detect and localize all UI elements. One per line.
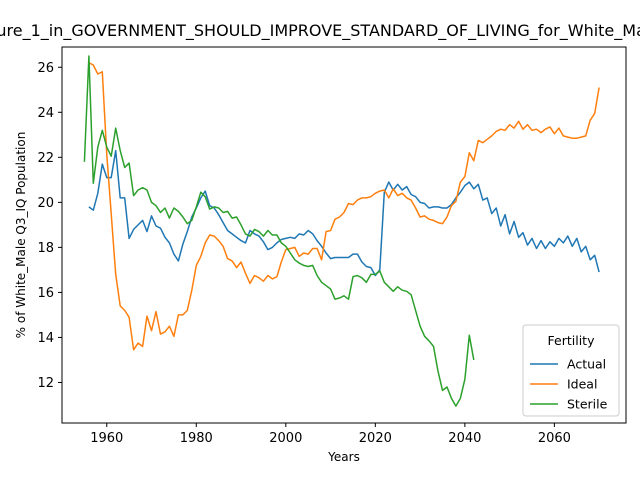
y-tick-label: 22 — [37, 151, 54, 166]
x-tick-label: 1960 — [90, 431, 123, 446]
plot-area-frame — [61, 46, 627, 424]
x-tick-label: 2000 — [269, 431, 302, 446]
legend-label-ideal: Ideal — [567, 377, 597, 392]
legend-box — [522, 324, 620, 417]
series-line-actual — [88, 149, 600, 277]
x-axis-label: Years — [327, 450, 360, 464]
chart-title: Figure_1_in_GOVERNMENT_SHOULD_IMPROVE_ST… — [0, 21, 640, 41]
legend-title: Fertility — [548, 333, 596, 348]
series-line-sterile — [83, 55, 475, 407]
x-tick-label: 1980 — [180, 431, 213, 446]
y-tick-label: 16 — [37, 286, 54, 301]
series-layer — [83, 55, 600, 407]
y-axis-label: % of White_Male Q3_IQ Population — [14, 132, 28, 339]
x-tick-label: 2040 — [448, 431, 481, 446]
x-axis-ticks: 1960 1980 2000 2020 2040 2060 — [90, 423, 571, 446]
y-axis-ticks: 12 14 16 18 20 22 24 26 — [37, 61, 62, 391]
y-tick-label: 20 — [37, 196, 54, 211]
x-tick-label: 2060 — [538, 431, 571, 446]
legend-items: Actual Ideal Sterile — [530, 357, 608, 412]
y-tick-label: 26 — [37, 61, 54, 76]
y-tick-label: 12 — [37, 376, 54, 391]
y-tick-label: 18 — [37, 241, 54, 256]
y-tick-label: 24 — [37, 106, 54, 121]
x-tick-label: 2020 — [359, 431, 392, 446]
y-tick-label: 14 — [37, 331, 54, 346]
series-line-ideal — [88, 62, 600, 351]
legend-label-actual: Actual — [567, 357, 606, 372]
legend: Fertility Actual Ideal Sterile — [522, 324, 620, 417]
legend-label-sterile: Sterile — [567, 397, 608, 412]
